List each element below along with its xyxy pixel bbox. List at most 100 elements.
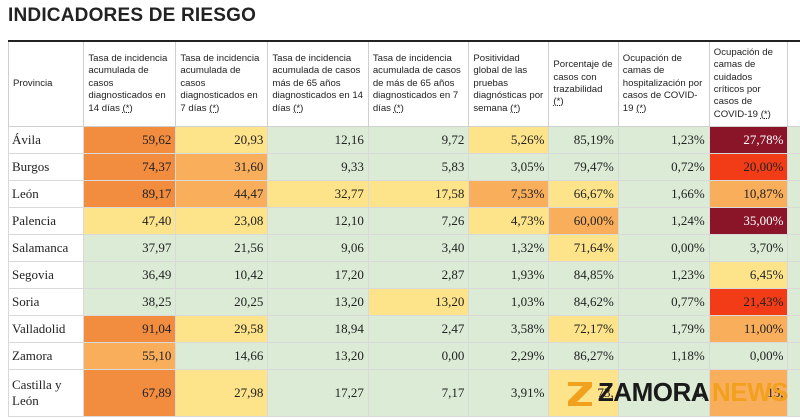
value-cell: 12,16 — [267, 126, 369, 154]
header-ref-link[interactable]: (*) — [760, 108, 771, 120]
header-ref-link[interactable]: (*) — [636, 102, 647, 114]
table-row: Soria 38,25 20,25 13,20 13,20 1,03% 84,62% 0,77… — [8, 288, 800, 316]
table-row: Zamora 55,10 14,66 13,20 0,00 2,29% 86,27% 1,18… — [8, 342, 800, 370]
overflow-cell — [787, 153, 800, 181]
value-cell: 7,53% — [468, 180, 550, 208]
province-cell: Segovia — [8, 261, 85, 289]
table-row: Segovia 36,49 10,42 17,20 2,87 1,93% 84,85% 1,2… — [8, 261, 800, 289]
value-cell: 2,47 — [367, 315, 470, 343]
header-label: Tasa de incidencia acumulada de casos má… — [272, 52, 364, 114]
value-cell: 10,87% — [708, 180, 789, 208]
value-cell: 14,66 — [175, 342, 269, 370]
value-cell: 0,72% — [617, 153, 710, 181]
header-ref-link[interactable]: (*) — [510, 102, 521, 114]
value-cell: 85,19% — [548, 126, 619, 154]
value-cell: 3,58% — [468, 315, 550, 343]
value-cell: 17,20 — [267, 261, 369, 289]
overflow-cell — [787, 180, 800, 208]
province-cell: Palencia — [8, 207, 85, 235]
value-cell: 21,43% — [708, 288, 789, 316]
header-ref-link[interactable]: (*) — [293, 102, 304, 114]
header-provincia: Provincia — [8, 40, 85, 127]
table-row: León 89,17 44,47 32,77 17,58 7,53% 66,67% 1,66%… — [8, 180, 800, 208]
province-cell: Soria — [8, 288, 85, 316]
value-cell: 1,23% — [617, 126, 710, 154]
value-cell: 79,47% — [548, 153, 619, 181]
value-cell: 13,20 — [267, 342, 369, 370]
value-cell: 1,93% — [468, 261, 550, 289]
table-header-row: Provincia Tasa de incidencia acumulada de… — [8, 40, 800, 127]
value-cell: 27,98 — [175, 369, 269, 417]
header-overflow-column — [787, 40, 800, 127]
value-cell: 37,97 — [83, 234, 177, 262]
table-row: Burgos 74,37 31,60 9,33 5,83 3,05% 79,47% 0,72%… — [8, 153, 800, 181]
value-cell: 84,85% — [548, 261, 619, 289]
value-cell: 1,66% — [617, 180, 710, 208]
header-label: Tasa de incidencia acumulada de casos de… — [372, 52, 461, 114]
value-cell: 18,94 — [267, 315, 369, 343]
overflow-cell — [787, 207, 800, 235]
header-indicator-1: Tasa de incidencia acumulada de casos di… — [83, 40, 177, 127]
value-cell: 13,20 — [267, 288, 369, 316]
value-cell: 55,10 — [83, 342, 177, 370]
value-cell: 13,20 — [367, 288, 470, 316]
value-cell: 38,25 — [83, 288, 177, 316]
province-cell: Ávila — [8, 126, 85, 154]
value-cell: 0,00% — [617, 234, 710, 262]
value-cell: 89,17 — [83, 180, 177, 208]
header-label: Tasa de incidencia acumulada de casos di… — [180, 52, 260, 114]
overflow-cell — [787, 261, 800, 289]
value-cell: 1,24% — [617, 207, 710, 235]
value-cell: 20,25 — [175, 288, 269, 316]
value-cell: 7,26 — [367, 207, 470, 235]
value-cell: 7,17 — [367, 369, 470, 417]
value-cell: 44,47 — [175, 180, 269, 208]
header-ref-link[interactable]: (*) — [393, 102, 404, 114]
overflow-cell — [787, 369, 800, 417]
value-cell: 47,40 — [83, 207, 177, 235]
risk-indicators-table: Provincia Tasa de incidencia acumulada de… — [8, 40, 800, 417]
value-cell: 23,08 — [175, 207, 269, 235]
value-cell: 9,72 — [367, 126, 470, 154]
value-cell: 0,77% — [617, 288, 710, 316]
value-cell: 21,56 — [175, 234, 269, 262]
header-indicator-4: Tasa de incidencia acumulada de casos de… — [367, 40, 470, 127]
header-label: Tasa de incidencia acumulada de casos di… — [88, 52, 168, 114]
value-cell: 1,18% — [617, 342, 710, 370]
value-cell: 6,45% — [708, 261, 789, 289]
header-indicator-8: Ocupación de camas de cuidados críticos … — [708, 40, 789, 127]
province-cell: Zamora — [8, 342, 85, 370]
value-cell: 74,37 — [83, 153, 177, 181]
value-cell: 1, — [617, 369, 710, 417]
value-cell: 9,33 — [267, 153, 369, 181]
table-row: Palencia 47,40 23,08 12,10 7,26 4,73% 60,00% 1,… — [8, 207, 800, 235]
value-cell: 67,89 — [83, 369, 177, 417]
value-cell: 71,64% — [548, 234, 619, 262]
value-cell: 15, — [708, 369, 789, 417]
value-cell: 86,27% — [548, 342, 619, 370]
province-cell: Castilla y León — [8, 369, 85, 417]
zamora-logo-icon — [567, 381, 592, 406]
value-cell: 3,05% — [468, 153, 550, 181]
overflow-cell — [787, 126, 800, 154]
value-cell: 66,67% — [548, 180, 619, 208]
value-cell: 5,26% — [468, 126, 550, 154]
header-indicator-6: Porcentaje de casos con trazabilidad (*) — [548, 40, 619, 127]
value-cell: 27,78% — [708, 126, 789, 154]
value-cell: 3,91% — [468, 369, 550, 417]
header-ref-link[interactable]: (*) — [553, 96, 564, 108]
watermark-text-zamora: ZAMORA — [597, 377, 710, 407]
header-indicator-5: Positividad global de las pruebas diagnó… — [468, 40, 550, 127]
header-ref-link[interactable]: (*) — [209, 102, 220, 114]
overflow-cell — [787, 288, 800, 316]
page-title: INDICADORES DE RIESGO — [8, 5, 257, 26]
value-cell: 9,06 — [267, 234, 369, 262]
value-cell: 0,00 — [367, 342, 470, 370]
value-cell: 31,60 — [175, 153, 269, 181]
header-label: Positividad global de las pruebas diagnó… — [473, 52, 544, 114]
header-ref-link[interactable]: (*) — [122, 102, 133, 114]
value-cell: 29,58 — [175, 315, 269, 343]
value-cell: 2,87 — [367, 261, 470, 289]
value-cell: 60,00% — [548, 207, 619, 235]
header-indicator-2: Tasa de incidencia acumulada de casos di… — [175, 40, 269, 127]
